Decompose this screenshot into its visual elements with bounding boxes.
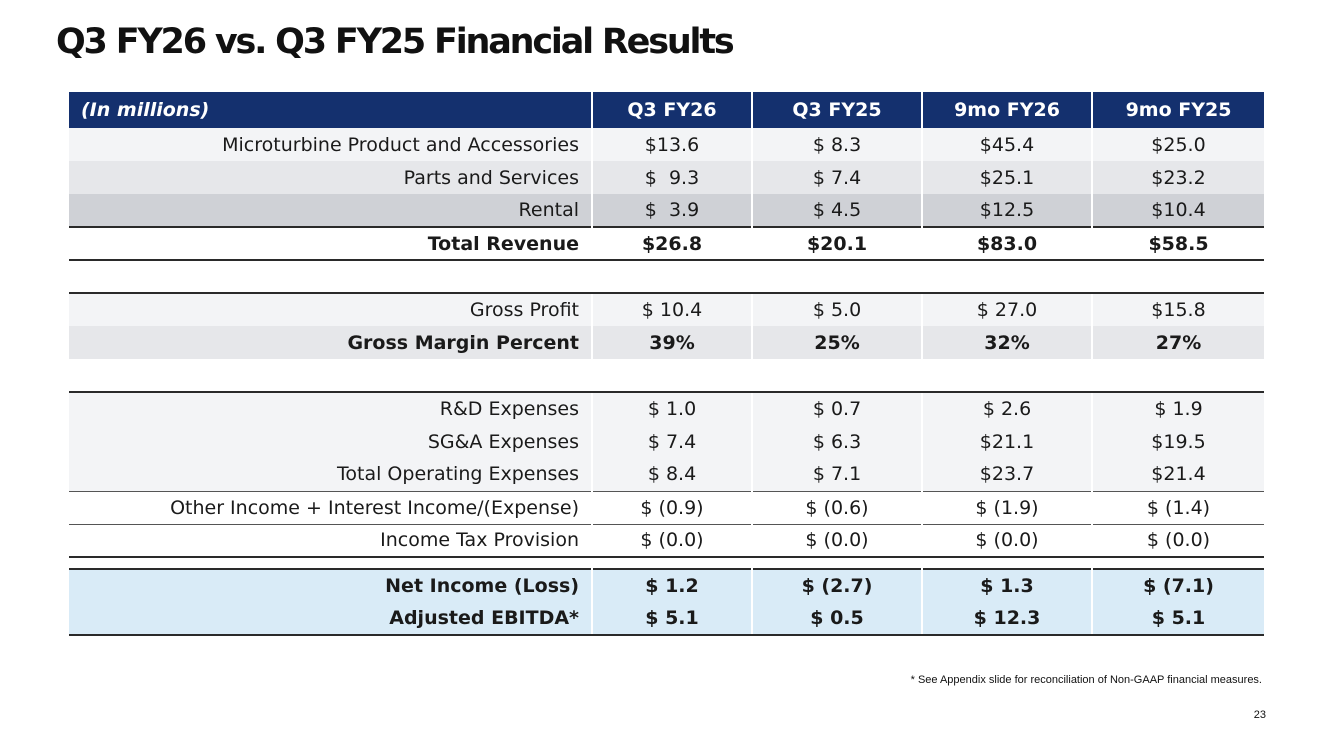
cell-value: $ 5.1 — [1092, 602, 1264, 636]
row-label: SG&A Expenses — [69, 425, 593, 458]
cell-value: $21.4 — [1092, 458, 1264, 491]
cell-value: $25.1 — [922, 161, 1093, 194]
cell-value: $ 7.1 — [752, 458, 923, 491]
page-number: 23 — [1253, 709, 1266, 721]
column-header-9mo-fy26: 9mo FY26 — [922, 92, 1093, 128]
cell-value: $ 3.9 — [592, 194, 753, 227]
cell-value: $15.8 — [1092, 293, 1264, 326]
table-row: Gross Profit $ 10.4 $ 5.0 $ 27.0 $15.8 — [69, 293, 1264, 326]
table-row: Rental $ 3.9 $ 4.5 $12.5 $10.4 — [69, 194, 1264, 227]
cell-value: $ 1.2 — [592, 569, 753, 602]
row-label: Total Revenue — [69, 226, 593, 261]
cell-value: $58.5 — [1092, 226, 1264, 261]
cell-value: 25% — [752, 326, 923, 359]
cell-value: $19.5 — [1092, 425, 1264, 458]
cell-value: $ (7.1) — [1092, 569, 1264, 602]
cell-value: $ 8.3 — [752, 128, 923, 161]
cell-value: $ 1.0 — [592, 392, 753, 425]
cell-value: $ 9.3 — [592, 161, 753, 194]
cell-value: $ 5.0 — [752, 293, 923, 326]
cell-value: $ 7.4 — [592, 425, 753, 458]
adjusted-ebitda-row: Adjusted EBITDA* $ 5.1 $ 0.5 $ 12.3 $ 5.… — [69, 602, 1264, 636]
cell-value: $20.1 — [752, 226, 923, 261]
cell-value: $ (0.0) — [592, 523, 753, 558]
column-header-q3-fy26: Q3 FY26 — [592, 92, 753, 128]
spacer-row — [69, 557, 1264, 569]
row-label: Gross Margin Percent — [69, 326, 593, 359]
row-label: Income Tax Provision — [69, 523, 593, 558]
column-header-9mo-fy25: 9mo FY25 — [1092, 92, 1264, 128]
footnote: * See Appendix slide for reconciliation … — [910, 674, 1262, 686]
table-row: Parts and Services $ 9.3 $ 7.4 $25.1 $23… — [69, 161, 1264, 194]
cell-value: $12.5 — [922, 194, 1093, 227]
cell-value: $83.0 — [922, 226, 1093, 261]
cell-value: 32% — [922, 326, 1093, 359]
row-label: R&D Expenses — [69, 392, 593, 425]
cell-value: $ 4.5 — [752, 194, 923, 227]
cell-value: $ (1.4) — [1092, 490, 1264, 524]
cell-value: $23.2 — [1092, 161, 1264, 194]
cell-value: $26.8 — [592, 226, 753, 261]
table-row: R&D Expenses $ 1.0 $ 0.7 $ 2.6 $ 1.9 — [69, 392, 1264, 425]
cell-value: $ (0.0) — [1092, 523, 1264, 558]
page-title: Q3 FY26 vs. Q3 FY25 Financial Results — [56, 22, 735, 62]
cell-value: $13.6 — [592, 128, 753, 161]
row-label: Other Income + Interest Income/(Expense) — [69, 490, 593, 524]
net-income-row: Net Income (Loss) $ 1.2 $ (2.7) $ 1.3 $ … — [69, 569, 1264, 602]
cell-value: $10.4 — [1092, 194, 1264, 227]
cell-value: $ (0.9) — [592, 490, 753, 524]
cell-value: $ 8.4 — [592, 458, 753, 491]
cell-value: $ 10.4 — [592, 293, 753, 326]
row-label: Rental — [69, 194, 593, 227]
cell-value: $45.4 — [922, 128, 1093, 161]
column-header-units: (In millions) — [69, 92, 593, 128]
cell-value: $21.1 — [922, 425, 1093, 458]
financial-results-table: (In millions) Q3 FY26 Q3 FY25 9mo FY26 9… — [69, 92, 1264, 636]
cell-value: 39% — [592, 326, 753, 359]
cell-value: $ 5.1 — [592, 602, 753, 636]
cell-value: $ 1.3 — [922, 569, 1093, 602]
cell-value: $ (0.0) — [922, 523, 1093, 558]
row-label: Total Operating Expenses — [69, 458, 593, 491]
row-label: Net Income (Loss) — [69, 569, 593, 602]
table-header-row: (In millions) Q3 FY26 Q3 FY25 9mo FY26 9… — [69, 92, 1264, 128]
cell-value: 27% — [1092, 326, 1264, 359]
cell-value: $ 0.7 — [752, 392, 923, 425]
table-row: Other Income + Interest Income/(Expense)… — [69, 490, 1264, 524]
table-row: SG&A Expenses $ 7.4 $ 6.3 $21.1 $19.5 — [69, 425, 1264, 458]
row-label: Gross Profit — [69, 293, 593, 326]
cell-value: $ (0.6) — [752, 490, 923, 524]
row-label: Adjusted EBITDA* — [69, 602, 593, 636]
table-row: Income Tax Provision $ (0.0) $ (0.0) $ (… — [69, 523, 1264, 558]
cell-value: $ (0.0) — [752, 523, 923, 558]
cell-value: $25.0 — [1092, 128, 1264, 161]
cell-value: $ (1.9) — [922, 490, 1093, 524]
cell-value: $ 7.4 — [752, 161, 923, 194]
row-label: Microturbine Product and Accessories — [69, 128, 593, 161]
table-row: Microturbine Product and Accessories $13… — [69, 128, 1264, 161]
cell-value: $ 2.6 — [922, 392, 1093, 425]
column-header-q3-fy25: Q3 FY25 — [752, 92, 923, 128]
cell-value: $ 12.3 — [922, 602, 1093, 636]
gross-margin-row: Gross Margin Percent 39% 25% 32% 27% — [69, 326, 1264, 359]
cell-value: $ 0.5 — [752, 602, 923, 636]
cell-value: $ (2.7) — [752, 569, 923, 602]
spacer-row — [69, 359, 1264, 393]
spacer-row — [69, 260, 1264, 294]
total-revenue-row: Total Revenue $26.8 $20.1 $83.0 $58.5 — [69, 226, 1264, 261]
table-row: Total Operating Expenses $ 8.4 $ 7.1 $23… — [69, 458, 1264, 491]
cell-value: $23.7 — [922, 458, 1093, 491]
row-label: Parts and Services — [69, 161, 593, 194]
cell-value: $ 1.9 — [1092, 392, 1264, 425]
cell-value: $ 27.0 — [922, 293, 1093, 326]
cell-value: $ 6.3 — [752, 425, 923, 458]
